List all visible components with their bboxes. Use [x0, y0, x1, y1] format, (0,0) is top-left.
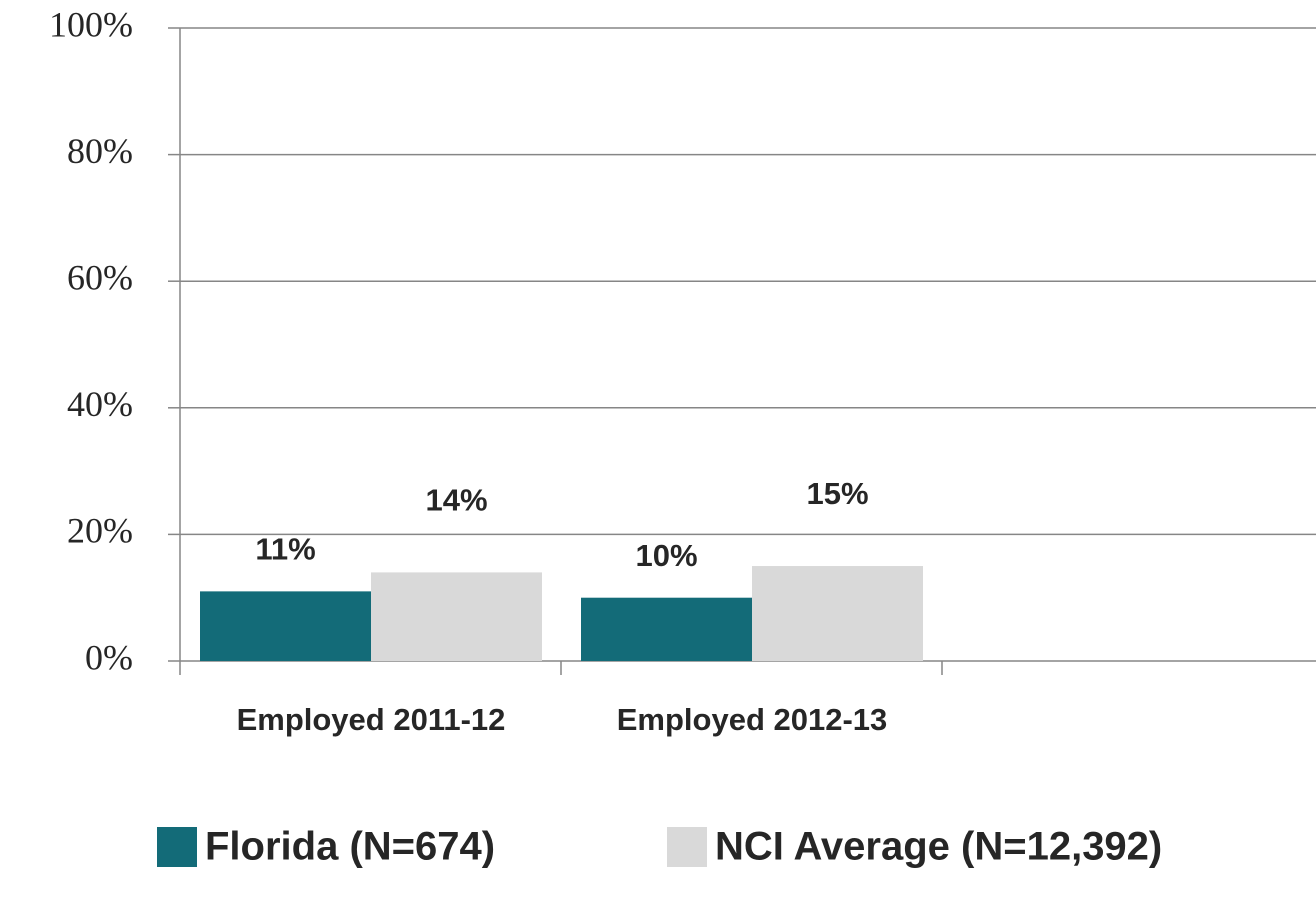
bar: [752, 566, 923, 661]
legend-swatch: [157, 827, 197, 867]
legend-label: Florida (N=674): [205, 825, 495, 869]
data-label: 11%: [255, 532, 315, 567]
y-tick-label: 0%: [85, 637, 133, 677]
data-label: 15%: [806, 476, 868, 511]
y-tick-label: 80%: [67, 131, 133, 171]
data-label: 14%: [425, 483, 487, 518]
bar: [581, 597, 752, 661]
y-tick-label: 100%: [49, 4, 133, 44]
x-tick-label: Employed 2012-13: [617, 702, 888, 737]
legend-swatch: [667, 827, 707, 867]
y-tick-label: 40%: [67, 384, 133, 424]
bar: [200, 591, 371, 661]
y-tick-label: 60%: [67, 257, 133, 297]
x-tick-label: Employed 2011-12: [237, 702, 506, 737]
bar: [371, 572, 542, 661]
y-tick-label: 20%: [67, 511, 133, 551]
data-label: 10%: [635, 538, 697, 573]
legend-label: NCI Average (N=12,392): [715, 825, 1162, 869]
